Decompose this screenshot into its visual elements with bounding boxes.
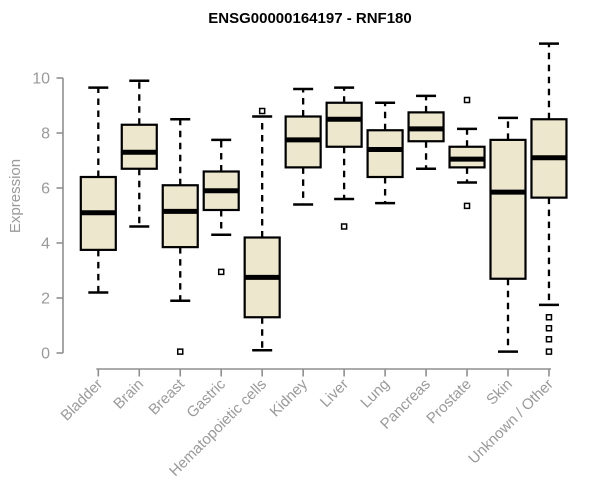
iqr-box (489, 138, 527, 280)
boxplot-gastric (202, 138, 240, 276)
x-tick-label-prostate: Prostate (423, 376, 475, 428)
boxplot-unknown-other (530, 42, 568, 355)
y-tick-label: 10 (32, 71, 50, 88)
iqr-box (161, 184, 199, 249)
boxplot-prostate (448, 96, 486, 210)
y-tick-label: 2 (41, 291, 50, 308)
iqr-box (366, 129, 404, 179)
chart-title: ENSG00000164197 - RNF180 (208, 10, 411, 27)
boxplot-pancreas (407, 94, 445, 170)
y-tick-label: 6 (41, 181, 50, 198)
outlier-point (463, 96, 471, 104)
x-tick-label-breast: Breast (145, 375, 188, 418)
y-axis: 0 2 4 6 8 10 Expression (7, 71, 64, 363)
y-axis-label: Expression (7, 159, 24, 233)
outlier-point (176, 348, 184, 355)
x-tick-label-brain: Brain (110, 376, 147, 413)
outlier-point (258, 107, 266, 115)
iqr-box (325, 101, 363, 148)
x-tick-label-lung: Lung (357, 376, 393, 412)
boxplot-kidney (284, 87, 322, 206)
outlier-point (545, 314, 553, 321)
boxplot-liver (325, 86, 363, 230)
x-tick-label-kidney: Kidney (267, 375, 312, 420)
x-tick-label-skin: Skin (483, 376, 516, 409)
outlier-point (217, 268, 225, 276)
boxplot-skin (489, 116, 527, 353)
x-tick-label-liver: Liver (317, 376, 352, 411)
outlier-point (340, 223, 348, 230)
boxplot-bladder (79, 86, 117, 294)
y-tick-label: 0 (41, 346, 50, 363)
outlier-point (545, 336, 553, 343)
y-tick-label: 8 (41, 126, 50, 143)
boxplot-brain (120, 79, 158, 228)
boxplot-lung (366, 101, 404, 205)
boxplot-hematopoietic-cells (243, 107, 281, 352)
outlier-point (545, 325, 553, 332)
boxplot-breast (161, 118, 199, 355)
y-tick-label: 4 (41, 236, 50, 253)
x-tick-label-bladder: Bladder (58, 376, 107, 425)
outlier-point (545, 348, 553, 355)
outlier-point (463, 202, 471, 210)
iqr-box (120, 123, 158, 170)
